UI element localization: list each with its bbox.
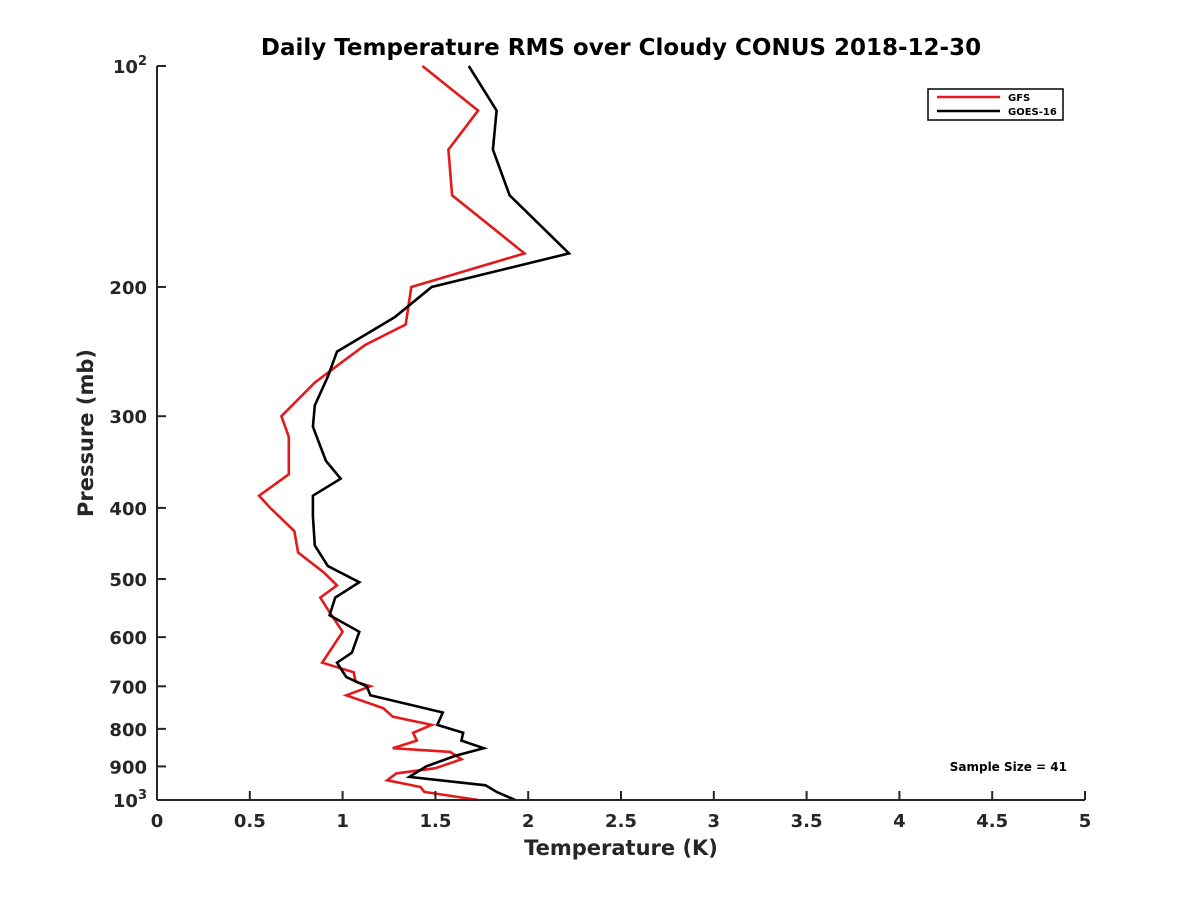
- x-tick-label: 0: [151, 811, 164, 832]
- y-tick-label: 600: [109, 628, 147, 649]
- axes-layer: [156, 66, 1085, 801]
- x-axis-ticks: 0 0.5 1 1.5 2 2.5 3 3.5 4 4.5 5: [151, 791, 1092, 832]
- x-tick-label: 3: [708, 811, 721, 832]
- series-layer: [257, 64, 572, 802]
- chart-title: Daily Temperature RMS over Cloudy CONUS …: [261, 35, 981, 61]
- y-tick-label: 900: [109, 757, 147, 778]
- x-axis-label: Temperature (K): [524, 836, 718, 860]
- x-tick-label: 4: [893, 811, 906, 832]
- legend: GFS GOES-16: [927, 88, 1064, 121]
- x-tick-label: 4.5: [976, 811, 1008, 832]
- series-line-gfs: [257, 64, 528, 802]
- y-axis-ticks: 102 200 300 400 500 600 700 800 900 103: [109, 54, 166, 812]
- series-line-goes16: [311, 65, 572, 802]
- y-tick-label: 102: [113, 54, 147, 78]
- y-axis-label: Pressure (mb): [74, 349, 98, 517]
- y-tick-label: 400: [109, 499, 147, 520]
- legend-box: [927, 88, 1064, 121]
- y-tick-label: 800: [109, 720, 147, 741]
- x-tick-label: 0.5: [234, 811, 266, 832]
- x-tick-label: 1.5: [419, 811, 451, 832]
- x-tick-label: 3.5: [791, 811, 823, 832]
- legend-label-goes16: GOES-16: [1008, 107, 1057, 118]
- y-tick-label: 103: [113, 788, 147, 812]
- y-tick-label: 200: [109, 278, 147, 299]
- x-tick-label: 5: [1079, 811, 1092, 832]
- x-tick-label: 1: [336, 811, 349, 832]
- y-tick-label: 500: [109, 570, 147, 591]
- y-tick-label: 700: [109, 677, 147, 698]
- sample-size-annotation: Sample Size = 41: [950, 760, 1067, 774]
- x-tick-label: 2.5: [605, 811, 637, 832]
- legend-label-gfs: GFS: [1008, 93, 1030, 104]
- x-tick-label: 2: [522, 811, 535, 832]
- y-tick-label: 300: [109, 407, 147, 428]
